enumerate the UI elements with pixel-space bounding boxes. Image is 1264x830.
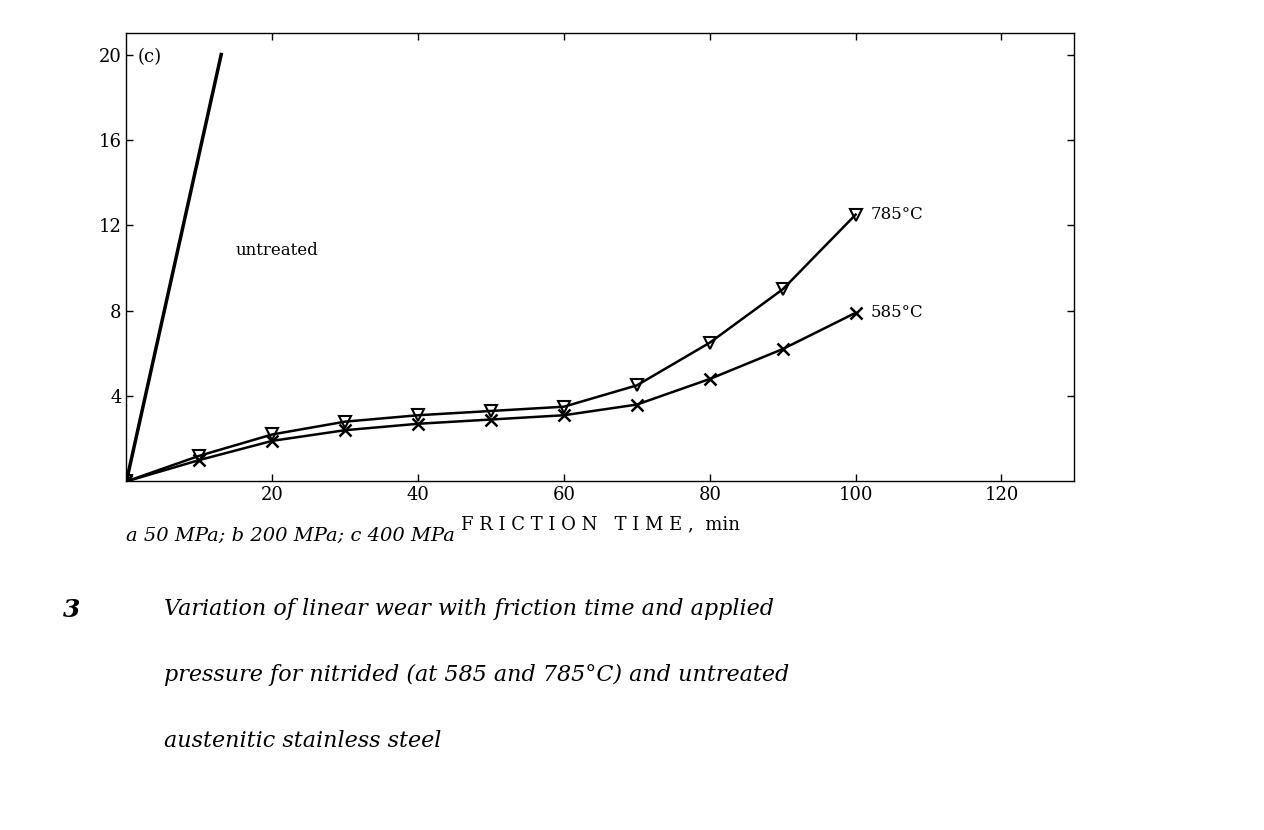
Text: austenitic stainless steel: austenitic stainless steel: [164, 730, 441, 753]
Text: Variation of linear wear with friction time and applied: Variation of linear wear with friction t…: [164, 598, 775, 620]
X-axis label: F R I C T I O N   T I M E ,  min: F R I C T I O N T I M E , min: [461, 515, 739, 534]
Text: 585°C: 585°C: [870, 305, 923, 321]
Text: pressure for nitrided (at 585 and 785°C) and untreated: pressure for nitrided (at 585 and 785°C)…: [164, 664, 790, 686]
Text: 3: 3: [63, 598, 81, 622]
Text: 785°C: 785°C: [870, 206, 923, 223]
Text: untreated: untreated: [236, 242, 319, 260]
Text: a 50 MPa; b 200 MPa; c 400 MPa: a 50 MPa; b 200 MPa; c 400 MPa: [126, 527, 455, 545]
Text: (c): (c): [138, 48, 162, 66]
